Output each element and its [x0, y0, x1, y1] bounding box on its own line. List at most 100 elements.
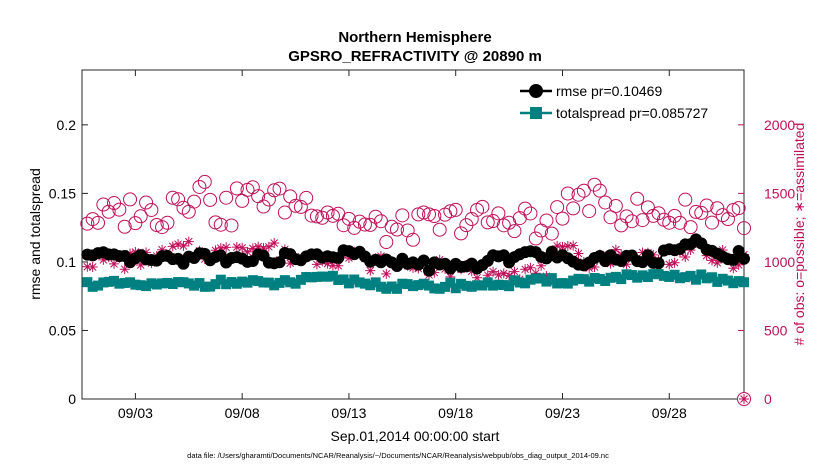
totalspread-point	[162, 277, 173, 288]
possible-obs-point	[96, 197, 111, 212]
totalspread-point	[482, 277, 493, 288]
totalspread-point	[333, 274, 344, 285]
totalspread-point	[733, 276, 744, 287]
possible-obs-point	[603, 210, 618, 225]
possible-obs-point	[731, 201, 746, 216]
possible-obs-point	[229, 181, 244, 196]
right-y-tick-label: 2000	[764, 117, 795, 133]
totalspread-point	[594, 273, 605, 284]
obs-endpoint-marker	[737, 392, 751, 406]
possible-obs-point	[176, 200, 191, 215]
possible-obs-point	[422, 207, 437, 222]
totalspread-point	[413, 280, 424, 291]
legend: rmse pr=0.10469 totalspread pr=0.085727	[513, 76, 737, 124]
possible-obs-point	[101, 204, 116, 219]
possible-obs-point	[427, 209, 442, 224]
totalspread-point	[231, 278, 242, 289]
possible-obs-point	[379, 235, 394, 250]
totalspread-point	[706, 272, 717, 283]
totalspread-point	[525, 274, 536, 285]
totalspread-point	[125, 277, 136, 288]
totalspread-point	[728, 278, 739, 289]
possible-obs-point	[539, 213, 554, 228]
totalspread-point	[135, 280, 146, 291]
totalspread-point	[402, 279, 413, 290]
possible-obs-point	[566, 201, 581, 216]
assimilated-obs-point	[242, 246, 253, 257]
totalspread-point	[701, 273, 712, 284]
assimilated-obs-point	[664, 259, 675, 270]
x-tick-label: 09/18	[438, 405, 473, 421]
possible-obs-point	[619, 209, 634, 224]
possible-obs-point	[155, 220, 170, 235]
totalspread-point	[739, 277, 749, 288]
totalspread-point	[253, 276, 264, 287]
assimilated-obs-point	[221, 242, 232, 253]
possible-obs-point	[475, 199, 490, 214]
assimilated-obs-point	[109, 258, 120, 269]
legend-spread-marker	[530, 107, 542, 119]
totalspread-point	[338, 274, 349, 285]
totalspread-point	[178, 277, 189, 288]
rmse-point	[417, 254, 430, 267]
possible-obs-point	[411, 207, 426, 222]
chart-subtitle: GPSRO_REFRACTIVITY @ 20890 m	[288, 48, 542, 65]
assimilated-obs-point	[98, 254, 109, 265]
totalspread-point	[648, 269, 659, 280]
assimilated-obs-point	[381, 268, 392, 279]
totalspread-point	[573, 273, 584, 284]
assimilated-obs-point	[568, 240, 579, 251]
possible-obs-point	[608, 199, 623, 214]
possible-obs-point	[389, 222, 404, 237]
assimilated-obs-point	[322, 258, 333, 269]
possible-obs-point	[704, 215, 719, 230]
assimilated-obs-point	[530, 268, 541, 279]
assimilated-obs-point	[493, 269, 504, 280]
left-y-tick-label: 0.1	[57, 254, 77, 270]
right-y-tick-label: 500	[764, 322, 788, 338]
assimilated-obs-point	[178, 240, 189, 251]
assimilated-obs-point	[728, 263, 739, 274]
legend-rmse-marker	[529, 84, 543, 98]
possible-obs-point	[635, 213, 650, 228]
possible-obs-point	[480, 215, 495, 230]
totalspread-series	[82, 269, 749, 294]
assimilated-obs-point	[573, 248, 584, 259]
totalspread-point	[189, 280, 200, 291]
assimilated-obs-point	[472, 272, 483, 283]
x-tick-label: 09/03	[118, 405, 153, 421]
totalspread-point	[552, 278, 563, 289]
assimilated-obs-point	[525, 262, 536, 273]
possible-obs-point	[277, 205, 292, 220]
totalspread-point	[119, 277, 130, 288]
assimilated-obs-point	[504, 270, 515, 281]
possible-obs-point	[624, 214, 639, 229]
legend-rmse-label: rmse pr=0.10469	[556, 83, 662, 99]
totalspread-point	[637, 270, 648, 281]
totalspread-point	[258, 277, 269, 288]
totalspread-point	[440, 281, 451, 292]
possible-obs-point	[267, 183, 282, 198]
possible-obs-point	[592, 183, 607, 198]
totalspread-point	[146, 278, 157, 289]
assimilated-obs-point	[482, 270, 493, 281]
totalspread-point	[306, 272, 317, 283]
assimilated-obs-point	[562, 241, 573, 252]
possible-obs-point	[123, 192, 138, 207]
possible-obs-point	[133, 209, 148, 224]
assimilated-obs-point	[557, 241, 568, 252]
right-y-tick-label: 1500	[764, 185, 795, 201]
possible-obs-point	[448, 202, 463, 217]
totalspread-point	[301, 272, 312, 283]
possible-obs-point	[555, 211, 570, 226]
totalspread-point	[690, 274, 701, 285]
assimilated-obs-point	[183, 236, 194, 247]
totalspread-point	[696, 269, 707, 280]
totalspread-point	[98, 277, 109, 288]
totalspread-point	[450, 283, 461, 294]
possible-obs-point	[726, 202, 741, 217]
totalspread-point	[658, 270, 669, 281]
totalspread-point	[93, 280, 104, 291]
totalspread-point	[557, 278, 568, 289]
assimilated-obs-point	[733, 259, 744, 270]
